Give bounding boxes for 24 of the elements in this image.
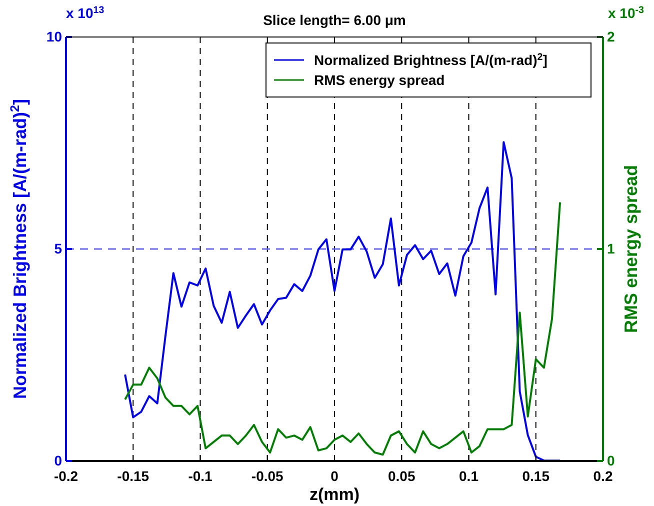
y-tick-label: 10 <box>46 28 62 44</box>
x-tick-label: 0.05 <box>388 468 416 484</box>
x-axis-title: z(mm) <box>309 485 360 504</box>
legend-label: RMS energy spread <box>314 72 445 88</box>
line-series <box>124 141 562 462</box>
x-tick-label: 0 <box>330 468 339 484</box>
text: x 10$^{13}$ <box>66 4 105 21</box>
y2-tick-label: 0 <box>607 452 615 468</box>
x-tick-label: 0.15 <box>522 468 550 484</box>
y2-axis-title: RMS energy spread <box>621 164 641 334</box>
x-tick-label: -0.2 <box>54 468 78 484</box>
x-tick-label: -0.15 <box>117 468 150 484</box>
x-tick-label: -0.05 <box>251 468 284 484</box>
x-tick-label: 0.2 <box>593 468 613 484</box>
line-series <box>124 201 562 456</box>
x-tick-label: 0.1 <box>459 468 479 484</box>
y-tick-label: 0 <box>54 452 62 468</box>
x-tick-label: -0.1 <box>188 468 213 484</box>
y-tick-label: 5 <box>54 240 62 256</box>
y2-tick-label: 2 <box>607 28 615 44</box>
text: x 10$^{-3}$ <box>608 4 645 21</box>
chart-title: Slice length= 6.00 μm <box>263 12 406 28</box>
y2-tick-label: 1 <box>607 240 615 256</box>
legend-label: Normalized Brightness [A/(m-rad)$^{2}$] <box>314 52 548 68</box>
